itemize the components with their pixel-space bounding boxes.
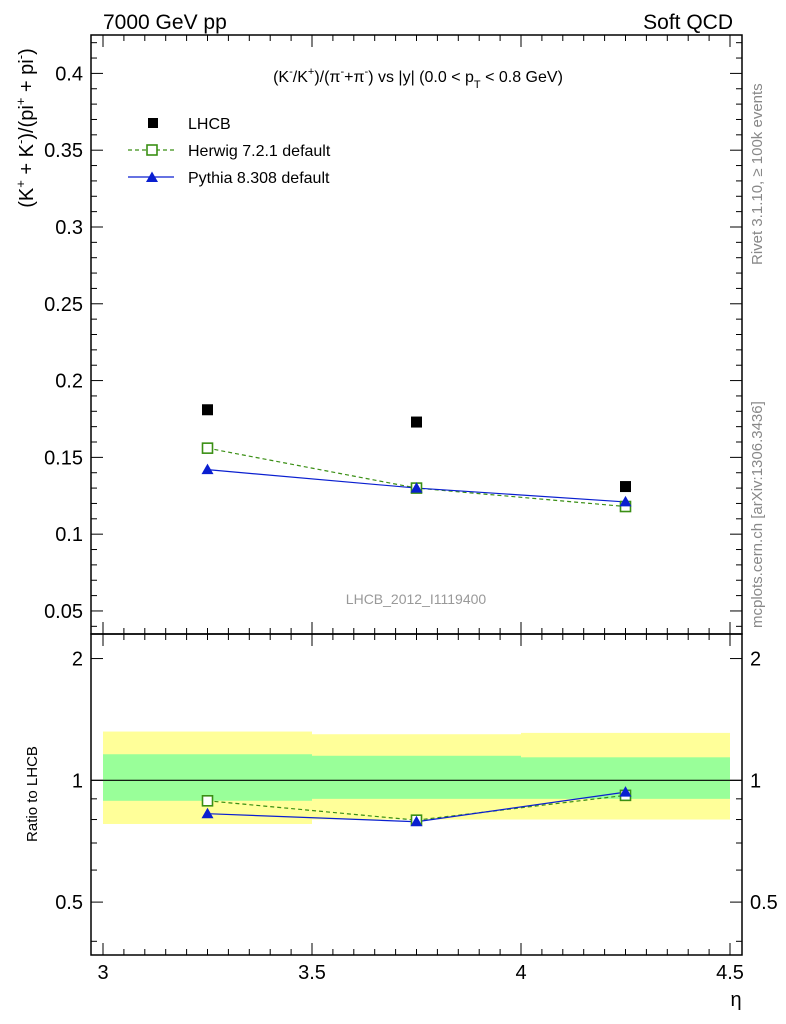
legend-entry-pythia: Pythia 8.308 default xyxy=(128,170,330,187)
pythia-ratio-point xyxy=(201,807,214,819)
rivet-label: Rivet 3.1.10, ≥ 100k events xyxy=(749,83,766,265)
main-y-tick-label: 0.15 xyxy=(44,447,83,469)
main-y-tick-label: 0.35 xyxy=(44,140,83,162)
main-y-tick-label: 0.3 xyxy=(55,217,83,239)
ratio-uncertainty-bands xyxy=(91,731,742,824)
ratio-plot-marks xyxy=(201,786,632,827)
main-axis-ticks: 0.05 0.1 0.15 0.2 0.25 0.3 0.35 0.4 xyxy=(44,35,742,634)
x-tick-label: 3.5 xyxy=(298,962,326,984)
x-tick-labels: 3 3.5 4 4.5 xyxy=(97,962,743,984)
legend-label-herwig: Herwig 7.2.1 default xyxy=(188,143,331,160)
legend-label-lhcb: LHCB xyxy=(188,116,231,133)
pythia-point xyxy=(201,463,214,475)
ratio-y-tick-label-right: 0.5 xyxy=(750,892,778,914)
main-y-axis-label: (K+ + K-)/(pi+ + pi-) xyxy=(13,48,38,208)
main-y-tick-label: 0.1 xyxy=(55,524,83,546)
analysis-watermark: LHCB_2012_I1119400 xyxy=(346,591,487,607)
lhcb-data-point xyxy=(202,404,213,416)
herwig-point xyxy=(201,442,214,454)
ratio-inner-band xyxy=(103,754,312,801)
ratio-panel: 0.5 0.5 1 1 2 2 xyxy=(55,633,778,956)
mcplots-label: mcplots.cern.ch [arXiv:1306.3436] xyxy=(749,401,766,628)
legend: LHCB Herwig 7.2.1 default Pythia 8.308 d… xyxy=(128,116,331,187)
x-axis-label: η xyxy=(730,989,741,1011)
main-y-tick-label: 0.2 xyxy=(55,371,83,393)
main-y-tick-label: 0.4 xyxy=(55,63,83,85)
ratio-frame xyxy=(90,633,743,956)
legend-entry-herwig: Herwig 7.2.1 default xyxy=(128,143,331,160)
process-label: Soft QCD xyxy=(643,11,733,34)
ratio-y-tick-label-left: 2 xyxy=(72,649,83,671)
main-y-tick-label: 0.05 xyxy=(44,601,83,623)
herwig-ratio-line xyxy=(207,794,626,821)
x-tick-label: 3 xyxy=(97,962,108,984)
pythia-point xyxy=(410,482,423,493)
pythia-ratio-point xyxy=(410,815,423,827)
pythia-point xyxy=(619,495,632,507)
main-y-tick-label: 0.25 xyxy=(44,294,83,316)
legend-entry-lhcb: LHCB xyxy=(148,116,231,133)
ratio-y-tick-label-right: 2 xyxy=(750,649,761,671)
legend-label-pythia: Pythia 8.308 default xyxy=(188,170,330,187)
x-tick-label: 4.5 xyxy=(716,962,744,984)
ratio-y-tick-label-right: 1 xyxy=(750,770,761,792)
ratio-axis-ticks: 0.5 0.5 1 1 2 2 xyxy=(55,634,778,955)
legend-marker-lhcb xyxy=(148,118,158,128)
legend-marker-herwig xyxy=(146,144,158,156)
collision-label: 7000 GeV pp xyxy=(103,11,227,34)
plot-title: (K-/K+)/(π-+π-) vs |y| (0.0 < pT < 0.8 G… xyxy=(273,66,563,91)
x-tick-label: 4 xyxy=(515,962,526,984)
main-plot-marks xyxy=(201,404,632,513)
pythia-ratio-point xyxy=(619,786,632,797)
ratio-y-axis-label: Ratio to LHCB xyxy=(24,746,41,842)
ratio-inner-band xyxy=(312,755,521,799)
ratio-y-tick-label-left: 0.5 xyxy=(55,892,83,914)
herwig-ratio-point xyxy=(201,795,214,807)
ratio-y-tick-label-left: 1 xyxy=(72,770,83,792)
lhcb-data-point xyxy=(411,416,422,428)
lhcb-data-point xyxy=(620,481,631,493)
legend-marker-pythia xyxy=(146,171,158,182)
